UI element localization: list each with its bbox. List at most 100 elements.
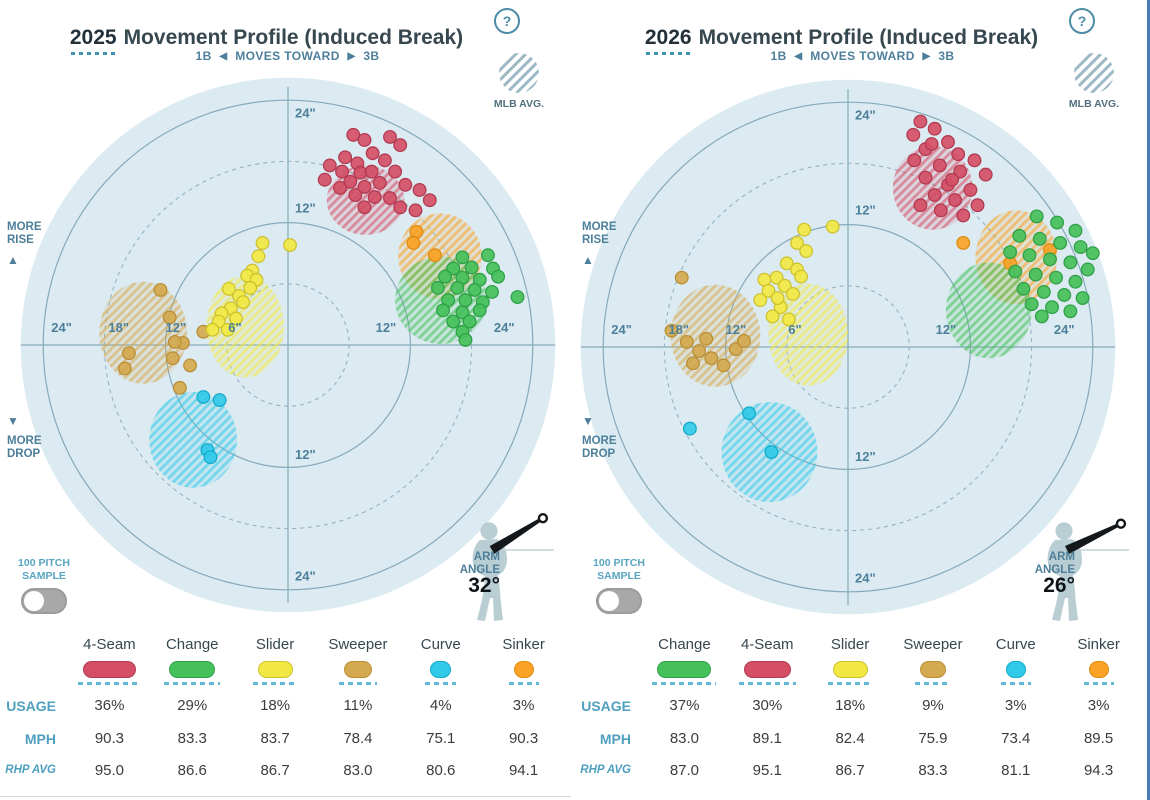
movement-chart[interactable]: 24" 12" 12" 24" 24" 18" 12" 6" 12" 24" [0,0,575,800]
mph-row-label: MPH [599,730,631,747]
pitch-color-pill[interactable] [257,661,293,678]
rhp-avg-value: 86.7 [835,761,865,779]
sample-label-line1: 100 PITCH [593,557,645,569]
left-triangle-icon: ◀ [794,51,803,62]
more-drop-label: ▼ MORE DROP [582,414,617,461]
svg-text:24": 24" [855,571,876,586]
pitch-name-header: Sinker [502,635,545,653]
movement-chart[interactable]: 24" 12" 12" 24" 24" 18" 12" 6" 12" 24" [575,0,1150,800]
mph-row-label: MPH [24,730,56,747]
pitch-legend-cell [974,661,1057,685]
pitcher-silhouette-icon [1047,518,1129,621]
arm-angle-label-2: ANGLE [1034,564,1075,576]
pitch-sample-control: 100 PITCH SAMPLE [3,557,85,614]
pitch-color-pill[interactable] [82,661,136,678]
mlb-avg-legend: MLB AVG. [1069,51,1119,110]
mph-value: 90.3 [94,730,125,747]
pitch-color-pill[interactable] [343,661,372,678]
pitch-legend-cell [892,661,975,685]
pitch-color-pill[interactable] [832,661,868,678]
pitch-color-pill[interactable] [1088,661,1109,678]
mlb-avg-hatch-icon [499,53,539,93]
svg-text:24": 24" [295,569,316,584]
help-icon[interactable]: ? [1069,8,1095,34]
rhp-avg-value: 83.0 [343,761,373,779]
usage-value: 18% [835,697,866,714]
usage-value: 37% [669,697,700,714]
title-text: Movement Profile (Induced Break) [698,26,1039,50]
mph-value: 73.4 [1001,730,1031,747]
moves-toward-text: MOVES TOWARD [810,49,915,63]
movement-profile-panel: 24" 12" 12" 24" 24" 18" 12" 6" 12" 24" 2026 Moveme… [575,0,1150,800]
rhp-avg-value: 94.1 [508,761,539,779]
usage-value: 3% [1087,697,1110,714]
rhp-avg-row-label: RHP AVG [580,764,631,776]
title-year: 2025 [69,26,117,50]
pitch-legend-cell [234,661,317,685]
pitch-name-header: Curve [420,635,461,653]
pitch-legend-cell [399,661,482,685]
usage-value: 3% [512,697,535,714]
pitch-legend-cell [643,661,726,685]
pitch-color-pill[interactable] [743,661,791,678]
usage-value: 3% [1004,697,1027,714]
pitch-color-pill[interactable] [169,661,216,678]
svg-text:24": 24" [295,105,316,120]
pill-dashed-underline [338,682,377,685]
pitch-name-header: 4-Seam [740,635,794,653]
mph-value: 90.3 [508,730,539,747]
svg-text:18": 18" [668,322,689,337]
pill-dashed-underline [1000,682,1031,685]
label-1b: 1B [770,49,787,63]
moves-toward-label: 1B ◀ MOVES TOWARD ▶ 3B [0,49,575,63]
mph-value: 83.3 [177,730,207,747]
mph-value: 89.1 [752,730,782,747]
pitch-name-header: Change [658,635,711,653]
pitch-sample-toggle[interactable] [596,588,642,614]
pitch-name-header: 4-Seam [83,635,136,653]
arm-angle-value: 32° [468,574,500,597]
svg-text:24": 24" [611,322,632,337]
mph-value: 75.1 [426,730,456,747]
rhp-avg-value: 81.1 [1001,761,1031,779]
down-arrow-icon: ▼ [7,414,19,428]
pill-dashed-underline [1083,682,1114,685]
pitcher-silhouette-icon [472,513,554,621]
pitch-color-pill[interactable] [513,661,534,678]
rhp-avg-value: 95.0 [94,761,125,779]
pitch-legend-cell [726,661,809,685]
svg-text:24": 24" [1054,322,1075,337]
moves-toward-label: 1B ◀ MOVES TOWARD ▶ 3B [575,49,1150,63]
pill-dashed-underline [738,682,796,685]
pitch-sample-toggle[interactable] [21,588,67,614]
toggle-knob [599,591,619,611]
svg-text:12": 12" [165,320,186,335]
usage-value: 11% [343,697,373,714]
svg-text:24": 24" [494,320,515,335]
panel-edge-divider [1147,0,1150,800]
help-icon[interactable]: ? [494,8,520,34]
rhp-avg-value: 94.3 [1083,761,1114,779]
usage-value: 9% [922,697,944,714]
page-title: 2025 Movement Profile (Induced Break) [0,26,533,50]
pill-dashed-underline [77,682,141,685]
toggle-knob [24,591,44,611]
pitch-color-pill[interactable] [430,661,452,678]
mlb-avg-label: MLB AVG. [1068,98,1120,110]
pitch-legend-cell [809,661,892,685]
pitch-name-header: Curve [995,635,1036,653]
svg-text:24": 24" [855,107,876,122]
usage-row-label: USAGE [581,697,631,714]
pitch-color-pill[interactable] [657,661,712,678]
usage-value: 18% [260,697,291,714]
pitch-color-pill[interactable] [1005,661,1026,678]
sample-label-line2: SAMPLE [597,570,641,582]
more-drop-label: ▼ MORE DROP [7,414,42,461]
rhp-avg-value: 95.1 [752,761,782,779]
right-triangle-icon: ▶ [347,51,356,62]
pitch-color-pill[interactable] [919,661,946,678]
pitch-legend-cell [317,661,400,685]
pitch-legend-cell [1057,661,1140,685]
rhp-avg-value: 86.6 [177,761,207,779]
pitch-name-header: Slider [830,635,870,653]
